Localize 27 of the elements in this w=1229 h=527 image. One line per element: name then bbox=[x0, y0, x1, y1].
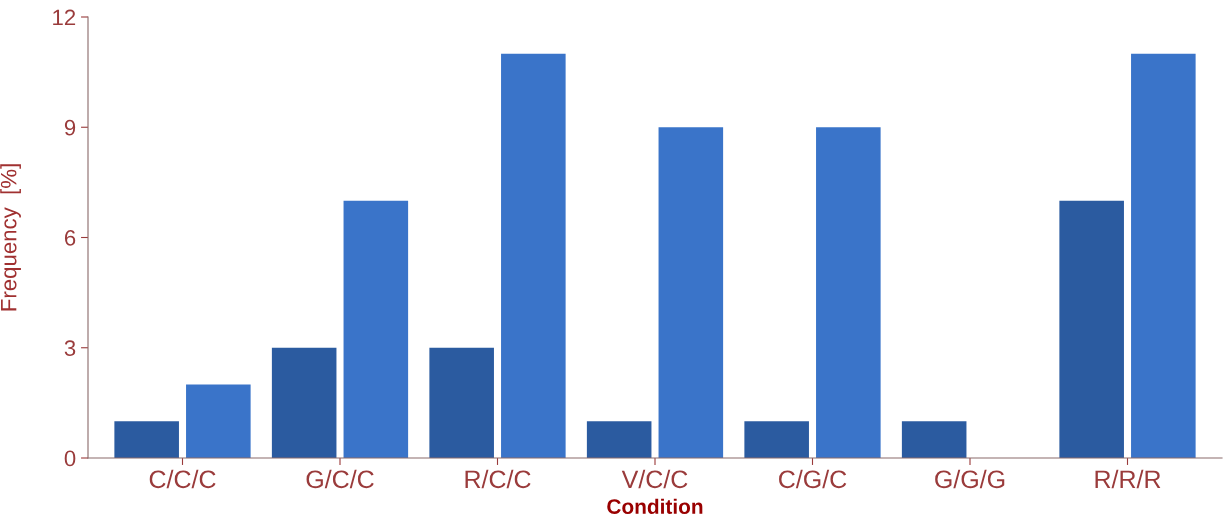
bar bbox=[658, 127, 724, 458]
bar bbox=[429, 347, 494, 458]
bar bbox=[186, 384, 251, 458]
y-axis-title: Frequency [%] bbox=[0, 164, 21, 311]
y-tick-label: 9 bbox=[64, 119, 76, 136]
bar bbox=[1131, 53, 1196, 458]
y-tick-label: 0 bbox=[64, 450, 76, 467]
x-tick-label: V/C/C bbox=[621, 469, 688, 489]
x-tick-label: G/C/C bbox=[306, 469, 374, 489]
x-axis-title: Condition bbox=[607, 498, 703, 514]
y-tick-label: 3 bbox=[64, 340, 76, 357]
bar bbox=[114, 421, 179, 458]
x-tick-label: C/G/C bbox=[779, 469, 847, 489]
bar bbox=[1059, 200, 1124, 458]
y-tick-label: 12 bbox=[53, 9, 76, 26]
x-tick-label: R/R/R bbox=[1095, 469, 1161, 489]
x-tick-label: C/C/C bbox=[149, 469, 216, 489]
x-tick-label: R/C/C bbox=[465, 469, 531, 489]
x-tick-label: G/G/G bbox=[935, 469, 1005, 489]
bar bbox=[901, 421, 967, 458]
bar bbox=[343, 200, 409, 458]
bar bbox=[501, 53, 566, 458]
y-tick-label: 6 bbox=[64, 230, 76, 246]
bar bbox=[586, 421, 652, 458]
bar bbox=[271, 347, 337, 458]
bar bbox=[744, 421, 809, 458]
bar bbox=[816, 127, 881, 458]
